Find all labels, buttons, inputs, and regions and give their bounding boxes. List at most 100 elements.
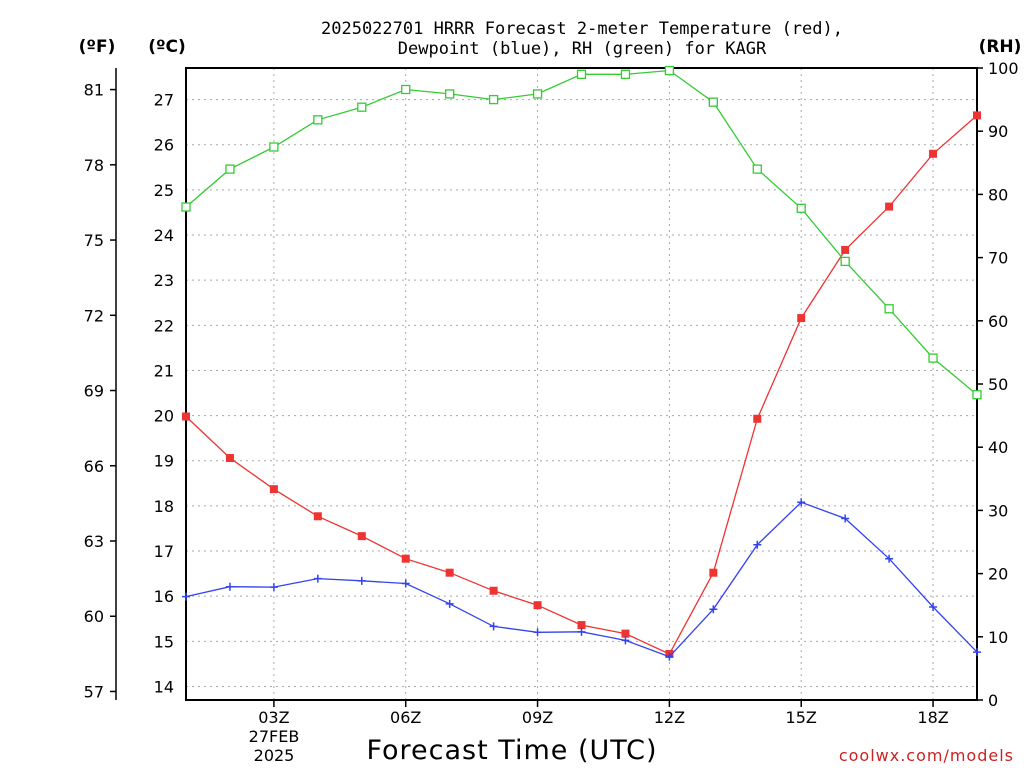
rh-point [928, 353, 938, 363]
rh-point [884, 304, 894, 314]
dewpoint-point [269, 583, 278, 592]
x-tick-label: 12Z [654, 708, 685, 727]
dewpoint-point [709, 605, 718, 614]
y-celsius-tick-label: 15 [154, 632, 174, 651]
temperature-point [489, 586, 498, 595]
y-fahrenheit-tick-label: 72 [84, 306, 104, 325]
y-fahrenheit-tick-label: 69 [84, 382, 104, 401]
unit-celsius-label: (ºC) [148, 37, 186, 57]
axes: 03Z 06Z 09Z 12Z 15Z 18Z 14 15 16 17 18 19 20 21 22 23 24… [84, 59, 1019, 727]
unit-rh-label: (RH) [979, 37, 1022, 57]
y-celsius-tick-label: 25 [154, 181, 174, 200]
series [181, 65, 982, 661]
rh-point [532, 89, 543, 99]
rh-point [752, 164, 762, 174]
rh-point [269, 142, 279, 152]
x-tick-label: 15Z [786, 708, 817, 727]
y-rh-tick-label: 0 [988, 691, 998, 710]
dewpoint-point [885, 554, 894, 563]
rh-point [664, 65, 675, 76]
rh-point [840, 256, 850, 267]
temperature-point [182, 412, 190, 421]
y-rh-tick-label: 90 [988, 122, 1008, 141]
rh-line [185, 69, 978, 396]
rh-point [181, 202, 191, 212]
y-rh-tick-label: 60 [988, 312, 1008, 331]
dewpoint-point [929, 603, 938, 612]
dewpoint-point [665, 652, 674, 661]
y-celsius-tick-label: 27 [154, 91, 174, 110]
dewpoint-point [973, 648, 981, 657]
y-celsius-tick-label: 17 [154, 542, 174, 561]
x-tick-label: 09Z [522, 708, 553, 727]
y-rh-tick-label: 30 [988, 501, 1008, 520]
x-date-line2: 2025 [254, 746, 295, 765]
dewpoint-point [753, 540, 762, 549]
rh-point [401, 84, 411, 95]
y-fahrenheit-tick-label: 60 [84, 607, 104, 626]
x-axis-title: Forecast Time (UTC) [366, 735, 657, 766]
y-celsius-tick-label: 19 [154, 452, 174, 471]
unit-fahrenheit-label: (ºF) [79, 37, 116, 57]
rh-point [708, 97, 718, 107]
dewpoint-point [225, 582, 234, 591]
y-rh-tick-label: 70 [988, 249, 1008, 268]
y-rh-tick-label: 20 [988, 565, 1008, 584]
rh-point [445, 89, 455, 99]
y-celsius-tick-label: 20 [154, 407, 174, 426]
temperature-point [577, 621, 586, 630]
credit-text: coolwx.com/models [839, 746, 1014, 765]
rh-point [313, 115, 323, 125]
dewpoint-point [401, 579, 410, 588]
y-fahrenheit-tick-label: 78 [84, 156, 104, 175]
rh-point [796, 203, 806, 213]
x-tick-label: 03Z [258, 708, 289, 727]
chart-title-line2: Dewpoint (blue), RH (green) for KAGR [398, 39, 767, 59]
temperature-point [401, 554, 410, 563]
y-celsius-tick-label: 24 [154, 226, 174, 245]
temperature-point [269, 485, 278, 494]
temperature-point [533, 601, 542, 610]
y-fahrenheit-tick-label: 81 [84, 81, 104, 100]
temperature-point [973, 111, 981, 120]
grid [186, 68, 977, 700]
temperature-point [445, 568, 454, 577]
rh-point [225, 164, 235, 174]
y-rh-tick-label: 40 [988, 438, 1008, 457]
temperature-point [225, 454, 234, 463]
y-rh-tick-label: 100 [988, 59, 1019, 78]
temperature-point [929, 149, 938, 158]
dewpoint-point [533, 628, 542, 637]
y-celsius-tick-label: 18 [154, 497, 174, 516]
dewpoint-point [841, 514, 850, 523]
temperature-point [885, 202, 894, 211]
temperature-line [185, 114, 978, 655]
rh-point [488, 94, 499, 105]
x-tick-label: 18Z [917, 708, 948, 727]
rh-point [972, 390, 982, 400]
temperature-point [313, 512, 322, 521]
dewpoint-point [445, 599, 454, 608]
y-rh-tick-label: 10 [988, 628, 1008, 647]
plot-frame [185, 67, 978, 701]
temperature-point [621, 629, 630, 638]
rh-point [357, 102, 367, 112]
x-date-line1: 27FEB [249, 727, 300, 746]
y-fahrenheit-tick-label: 57 [84, 682, 104, 701]
y-celsius-tick-label: 22 [154, 316, 174, 335]
y-celsius-tick-label: 21 [154, 361, 174, 380]
temperature-point [753, 414, 762, 423]
y-fahrenheit-tick-label: 75 [84, 231, 104, 250]
y-celsius-tick-label: 26 [154, 136, 174, 155]
dewpoint-point [489, 622, 498, 631]
y-fahrenheit-tick-label: 66 [84, 457, 104, 476]
temperature-point [841, 245, 850, 254]
y-rh-tick-label: 50 [988, 375, 1008, 394]
dewpoint-point [621, 636, 630, 645]
dewpoint-point [797, 498, 806, 507]
y-rh-tick-label: 80 [988, 185, 1008, 204]
temperature-point [797, 314, 806, 323]
y-celsius-tick-label: 23 [154, 271, 174, 290]
temperature-point [357, 532, 366, 541]
